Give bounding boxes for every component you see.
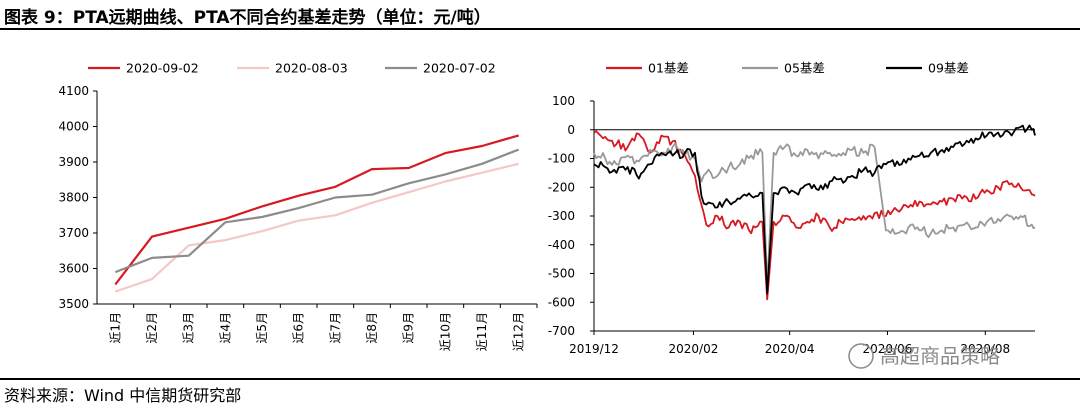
- watermark: 高超商品策略: [848, 343, 1000, 369]
- left-x-tick-label: 近2月: [145, 312, 159, 344]
- legend-label-2020-09-02: 2020-09-02: [126, 61, 199, 76]
- right-x-tick-label: 2020/04: [765, 342, 815, 356]
- left-y-tick-label: 3800: [58, 191, 89, 205]
- left-y-tick-label: 3600: [58, 262, 89, 276]
- left-x-tick-label: 近8月: [365, 312, 379, 344]
- legend-label-2020-07-02: 2020-07-02: [423, 61, 496, 76]
- right-y-tick-label: -500: [548, 267, 575, 281]
- left-x-tick-label: 近1月: [108, 312, 122, 344]
- left-x-tick-label: 近3月: [182, 312, 196, 344]
- left-y-tick-label: 4100: [58, 84, 89, 98]
- basis-line-09基差: [593, 124, 1036, 295]
- left-x-tick-label: 近4月: [218, 312, 232, 344]
- footer-rule: [0, 378, 1080, 380]
- forward-curve-2020-08-03: [114, 162, 519, 293]
- source-note: 资料来源：Wind 中信期货研究部: [4, 386, 242, 405]
- legend-label-2020-08-03: 2020-08-03: [275, 61, 348, 76]
- left-x-tick-label: 近11月: [475, 312, 489, 351]
- legend-label-05基差: 05基差: [784, 61, 825, 76]
- forward-curve-2020-09-02: [114, 134, 520, 286]
- right-y-tick-label: -200: [548, 180, 575, 194]
- basis-line-05基差: [593, 142, 1036, 289]
- right-y-tick-label: -300: [548, 209, 575, 223]
- left-y-tick-label: 3700: [58, 226, 89, 240]
- right-x-tick-label: 2020/08: [960, 342, 1010, 356]
- right-y-tick-label: -600: [548, 295, 575, 309]
- right-y-tick-label: -400: [548, 238, 575, 252]
- left-y-tick-label: 3500: [58, 297, 89, 311]
- right-y-tick-label: -100: [548, 152, 575, 166]
- legend-label-09基差: 09基差: [928, 61, 969, 76]
- left-x-tick-label: 近6月: [292, 312, 306, 344]
- wechat-icon: [848, 343, 874, 369]
- left-x-tick-label: 近12月: [512, 312, 526, 351]
- forward-curve-2020-07-02: [114, 148, 520, 274]
- right-y-tick-label: 0: [567, 123, 575, 137]
- left-x-tick-label: 近10月: [438, 312, 452, 351]
- right-x-tick-label: 2020/02: [668, 342, 718, 356]
- right-x-tick-label: 2020/06: [863, 342, 913, 356]
- basis-line-01基差: [593, 130, 1036, 301]
- left-x-tick-label: 近9月: [402, 312, 416, 344]
- left-x-tick-label: 近7月: [328, 312, 342, 344]
- title-rule: [0, 28, 1080, 30]
- right-x-tick-label: 2019/12: [569, 342, 619, 356]
- left-y-tick-label: 4000: [58, 120, 89, 134]
- page-title: 图表 9：PTA远期曲线、PTA不同合约基差走势（单位：元/吨）: [4, 8, 491, 28]
- legend-label-01基差: 01基差: [648, 61, 689, 76]
- right-y-tick-label: 100: [552, 94, 575, 108]
- right-y-tick-label: -700: [548, 324, 575, 338]
- left-x-tick-label: 近5月: [255, 312, 269, 344]
- watermark-text: 高超商品策略: [880, 344, 1000, 368]
- left-y-tick-label: 3900: [58, 155, 89, 169]
